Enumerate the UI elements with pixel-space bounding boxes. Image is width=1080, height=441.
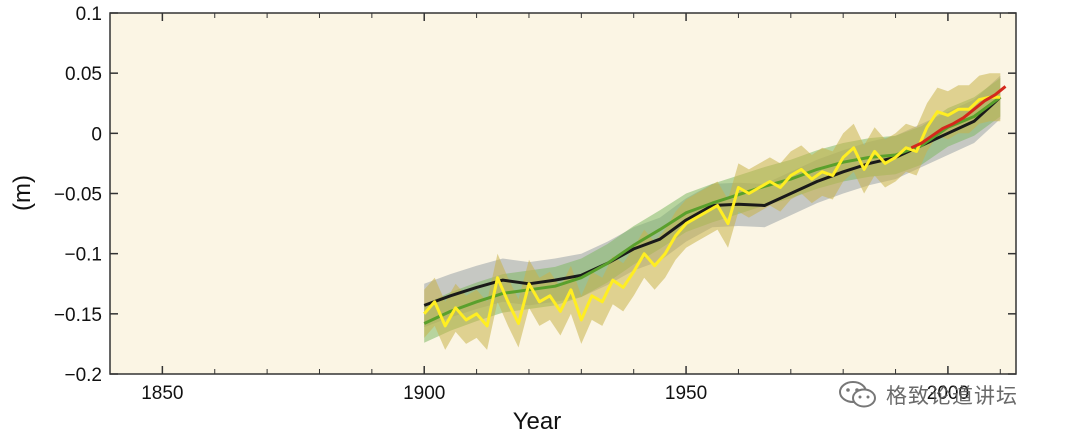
x-axis: 1850 1900 1950 2000 [141,13,1001,404]
series-lines [423,85,1007,328]
y-tick-label: 0 [91,124,102,145]
y-tick-label: −0.1 [64,245,102,266]
y-axis-label: (m) [9,175,36,211]
watermark: 格致论道讲坛 [838,378,1018,412]
watermark-text: 格致论道讲坛 [886,384,1018,408]
y-tick-label: −0.2 [64,365,102,386]
wechat-icon [839,381,876,408]
y-tick-label: −0.15 [54,305,102,326]
y-tick-label: 0.05 [65,64,102,85]
series-2-line [423,95,1002,325]
x-tick-label: 2000 [927,383,969,404]
series-1-line [423,96,1002,307]
series-4-line [910,85,1007,150]
series-3-line [423,95,1001,328]
x-axis-label: Year [513,408,562,435]
y-tick-label: −0.05 [54,185,102,206]
y-axis: 0.1 0.05 0 −0.05 −0.1 −0.15 −0.2 [54,4,1016,386]
x-tick-label: 1950 [665,383,707,404]
y-tick-label: 0.1 [76,4,102,25]
x-tick-label: 1900 [403,383,445,404]
x-tick-label: 1850 [141,383,183,404]
